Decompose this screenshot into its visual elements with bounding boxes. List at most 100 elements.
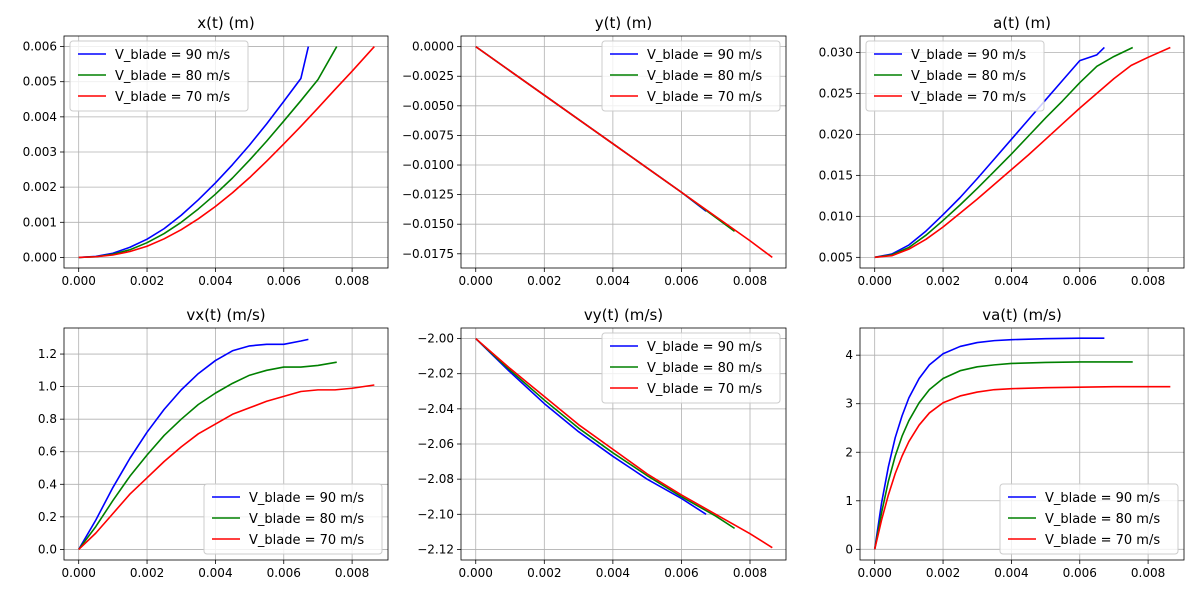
subplot-title: y(t) (m) [595, 14, 653, 32]
series-line [873, 337, 1105, 550]
subplot-title: a(t) (m) [993, 14, 1051, 32]
x-tick-label: 0.002 [130, 566, 164, 580]
y-tick-label: 0.030 [819, 45, 853, 59]
x-tick-label: 0.004 [198, 566, 232, 580]
y-tick-label: 3 [845, 397, 853, 411]
y-tick-label: 0.005 [819, 250, 853, 264]
series-line [475, 337, 707, 515]
legend-box [203, 483, 383, 555]
subplot-2: y(t) (m) 0.000 0.002 0.004 0.006 0.008 0.0000 −… [402, 14, 787, 288]
y-tick-label: −2.04 [417, 402, 454, 416]
series-group [874, 46, 1171, 259]
series-line [475, 337, 773, 549]
legend-label: V_blade = 70 m/s [115, 90, 230, 105]
y-tick-label: 0.4 [38, 477, 57, 491]
legend-label: V_blade = 90 m/s [647, 340, 762, 355]
series-line [475, 337, 736, 530]
y-tick-label: −0.0175 [402, 247, 454, 261]
x-tick-label: 0.008 [733, 566, 767, 580]
axes-frame [63, 327, 389, 561]
legend-label: V_blade = 90 m/s [115, 48, 230, 63]
y-tick-label: 4 [845, 348, 853, 362]
y-tick-label: −2.10 [417, 507, 454, 521]
x-tick-label: 0.000 [62, 566, 96, 580]
y-tick-label: −0.0150 [402, 217, 454, 231]
y-tick-label: 0.004 [23, 110, 57, 124]
x-tick-label: 0.002 [527, 566, 561, 580]
x-tick-label: 0.000 [62, 274, 96, 288]
series-line [873, 385, 1171, 550]
subplot-title: va(t) (m/s) [982, 306, 1062, 324]
x-tick-label: 0.006 [664, 566, 698, 580]
x-tick-label: 0.004 [596, 274, 630, 288]
y-tick-label: −0.0025 [402, 69, 454, 83]
x-tick-label: 0.000 [858, 566, 892, 580]
y-tick-label: 1.0 [38, 380, 57, 394]
y-tick-label: 2 [845, 445, 853, 459]
x-tick-label: 0.006 [267, 274, 301, 288]
legend-label: V_blade = 70 m/s [1045, 533, 1160, 548]
x-tick-label: 0.000 [459, 566, 493, 580]
y-tick-label: −0.0125 [402, 188, 454, 202]
legend-label: V_blade = 90 m/s [911, 48, 1026, 63]
subplot-title: x(t) (m) [197, 14, 255, 32]
legend: V_blade = 90 m/s V_blade = 80 m/s V_blade … [865, 40, 1045, 112]
legend-label: V_blade = 70 m/s [647, 90, 762, 105]
x-tick-label: 0.008 [335, 566, 369, 580]
y-tick-label: 0 [845, 542, 853, 556]
y-tick-label: 0.010 [819, 209, 853, 223]
y-tick-label: 0.003 [23, 145, 57, 159]
y-tick-label: −0.0100 [402, 158, 454, 172]
y-tick-label: −2.12 [417, 542, 454, 556]
axes-frame [859, 35, 1185, 269]
legend-box [69, 40, 249, 112]
series-line [475, 45, 773, 258]
x-tick-label: 0.002 [527, 274, 561, 288]
series-line [78, 46, 310, 259]
x-tick-label: 0.008 [335, 274, 369, 288]
x-tick-label: 0.006 [1063, 566, 1097, 580]
legend: V_blade = 90 m/s V_blade = 80 m/s V_blade … [999, 483, 1179, 555]
series-group [475, 337, 773, 549]
x-tick-label: 0.008 [1131, 274, 1165, 288]
legend-label: V_blade = 70 m/s [911, 90, 1026, 105]
legend: V_blade = 90 m/s V_blade = 80 m/s V_blade … [601, 40, 781, 112]
legend-label: V_blade = 80 m/s [249, 512, 364, 527]
x-tick-label: 0.006 [1063, 274, 1097, 288]
x-tick-label: 0.002 [130, 274, 164, 288]
series-line [78, 46, 338, 259]
legend-label: V_blade = 80 m/s [647, 361, 762, 376]
legend-label: V_blade = 90 m/s [1045, 491, 1160, 506]
series-group [873, 337, 1171, 550]
y-tick-label: 0.015 [819, 168, 853, 182]
legend-label: V_blade = 80 m/s [115, 69, 230, 84]
series-line [874, 46, 1134, 259]
series-line [874, 46, 1171, 259]
axes-frame [460, 35, 787, 269]
y-tick-label: 0.000 [23, 250, 57, 264]
x-tick-label: 0.004 [994, 566, 1028, 580]
subplot-5: vy(t) (m/s) 0.000 0.002 0.004 0.006 0.008 −2.0… [417, 306, 787, 580]
y-tick-label: 0.001 [23, 215, 57, 229]
legend: V_blade = 90 m/s V_blade = 80 m/s V_blade … [69, 40, 249, 112]
y-tick-label: −2.00 [417, 332, 454, 346]
subplot-4: vx(t) (m/s) 0.000 0.002 0.004 0.006 0.008 0.0 0… [38, 306, 389, 580]
x-tick-label: 0.000 [459, 274, 493, 288]
y-tick-label: 0.8 [38, 412, 57, 426]
legend-box [999, 483, 1179, 555]
legend-box [601, 40, 781, 112]
series-group [475, 45, 773, 258]
subplot-1: x(t) (m) 0.000 0.002 0.004 0.006 0.008 0.000 0.… [23, 14, 389, 288]
x-tick-label: 0.006 [664, 274, 698, 288]
legend-label: V_blade = 90 m/s [647, 48, 762, 63]
y-tick-label: 0.0000 [412, 40, 454, 54]
x-tick-label: 0.004 [596, 566, 630, 580]
legend-label: V_blade = 70 m/s [249, 533, 364, 548]
subplot-title: vy(t) (m/s) [584, 306, 663, 324]
x-tick-label: 0.006 [267, 566, 301, 580]
y-tick-label: 0.005 [23, 75, 57, 89]
axes-frame [460, 327, 787, 561]
legend-label: V_blade = 80 m/s [1045, 512, 1160, 527]
x-tick-label: 0.004 [198, 274, 232, 288]
